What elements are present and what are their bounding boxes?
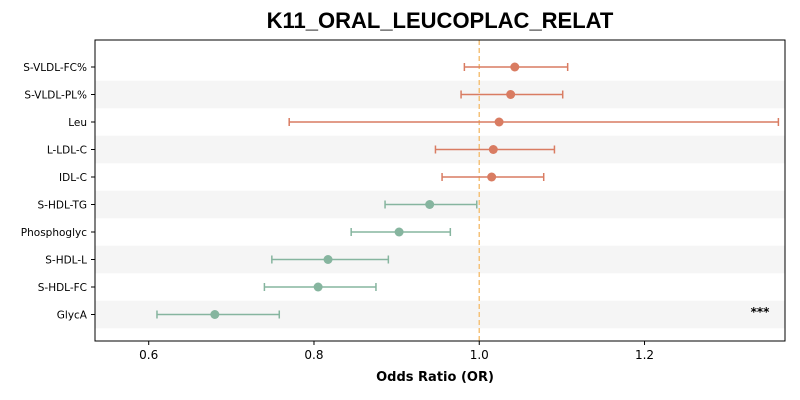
- x-tick-label: 0.8: [304, 348, 323, 362]
- or-point: [210, 310, 220, 319]
- y-tick-label: S-VLDL-FC%: [23, 62, 87, 74]
- interval-leu: [288, 117, 780, 127]
- interval-glyca: [156, 310, 281, 319]
- or-point: [313, 282, 323, 292]
- row-band: [95, 245, 785, 274]
- interval-s-vldl-fc-: [463, 62, 569, 72]
- or-point: [506, 90, 516, 99]
- interval-l-ldl-c: [434, 145, 556, 154]
- y-tick-label: S-HDL-L: [45, 255, 87, 267]
- or-point: [494, 117, 504, 127]
- plot-frame: [94, 39, 786, 342]
- y-tick-label: L-LDL-C: [47, 145, 87, 157]
- or-point: [488, 145, 498, 154]
- x-tick-label: 1.0: [470, 348, 489, 362]
- y-tick-label: Leu: [68, 117, 87, 129]
- chart-title: K11_ORAL_LEUCOPLAC_RELAT: [266, 8, 614, 33]
- or-point: [425, 200, 435, 209]
- x-tick-label: 1.2: [635, 348, 654, 362]
- or-point: [510, 62, 520, 72]
- y-tick-label: IDL-C: [59, 172, 87, 184]
- interval-phosphoglyc: [350, 227, 452, 237]
- y-tick-label: S-VLDL-PL%: [24, 90, 87, 102]
- y-tick-label: S-HDL-FC: [38, 282, 87, 294]
- interval-s-hdl-fc: [263, 282, 377, 292]
- or-point: [323, 255, 333, 264]
- x-tick-label: 0.6: [139, 348, 158, 362]
- or-point: [487, 172, 497, 182]
- y-tick-label: GlycA: [57, 310, 88, 322]
- row-band: [95, 80, 785, 109]
- x-axis-label: Odds Ratio (OR): [376, 370, 494, 385]
- y-tick-label: Phosphoglyc: [21, 227, 87, 239]
- y-tick-label: S-HDL-TG: [38, 200, 87, 212]
- significance-label: ***: [751, 305, 771, 319]
- or-point: [394, 227, 404, 237]
- interval-s-hdl-tg: [384, 200, 478, 209]
- interval-s-vldl-pl-: [460, 90, 564, 99]
- interval-idl-c: [441, 172, 545, 182]
- interval-s-hdl-l: [271, 255, 390, 264]
